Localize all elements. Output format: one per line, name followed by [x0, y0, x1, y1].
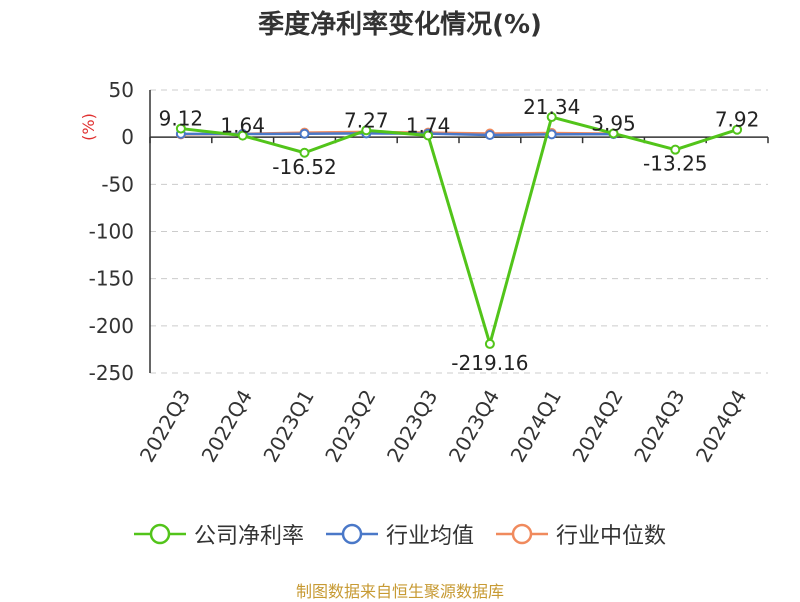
line-chart: 500-50-100-150-200-250(%)2022Q3 2022Q4 202…	[79, 78, 769, 467]
x-tick-label: 2023Q2	[320, 386, 380, 467]
data-point	[484, 129, 495, 140]
data-point	[670, 144, 681, 155]
data-point	[608, 128, 619, 139]
data-point	[546, 112, 557, 123]
data-label: 7.27	[344, 108, 389, 132]
legend-swatch	[496, 523, 548, 545]
y-tick-label: -250	[89, 361, 134, 385]
data-point	[423, 130, 434, 141]
legend-item: 公司净利率	[133, 518, 304, 550]
x-tick-label: 2023Q4	[444, 386, 504, 467]
x-tick-label: 2024Q4	[691, 386, 751, 467]
y-tick-label: 50	[109, 78, 134, 102]
y-tick-label: -150	[89, 267, 134, 291]
data-label: -219.16	[451, 351, 528, 375]
source-note: 制图数据来自恒生聚源数据库	[295, 582, 504, 601]
x-tick-label: 2022Q3	[135, 386, 195, 467]
x-tick-label: 2023Q3	[382, 385, 442, 466]
data-point	[299, 128, 310, 139]
legend-item: 行业中位数	[496, 518, 666, 550]
y-axis-label: (%)	[79, 113, 98, 141]
data-point	[361, 125, 372, 136]
data-point	[484, 338, 495, 349]
data-label: 1.64	[220, 114, 265, 138]
legend-item: 行业均值	[325, 518, 474, 550]
series-line	[180, 115, 738, 346]
legend-label: 行业均值	[385, 524, 474, 549]
data-point	[175, 123, 186, 134]
data-label: 9.12	[159, 107, 204, 131]
data-label: 3.95	[591, 111, 636, 135]
x-tick-label: 2024Q1	[506, 386, 566, 467]
data-label: 7.92	[715, 108, 760, 132]
legend-label: 行业中位数	[556, 524, 667, 549]
legend-swatch	[133, 523, 186, 545]
y-tick-label: 0	[121, 125, 134, 149]
chart-title: 季度净利率变化情况(%)	[258, 10, 542, 40]
x-tick-label: 2022Q4	[197, 386, 257, 467]
data-label: 1.74	[406, 114, 451, 138]
legend-label: 公司净利率	[193, 524, 304, 549]
data-label: -13.25	[643, 152, 707, 176]
data-point	[299, 147, 310, 158]
x-tick-label: 2023Q1	[258, 386, 318, 467]
data-label: -16.52	[272, 155, 336, 179]
y-tick-label: -200	[89, 314, 134, 338]
data-point	[732, 124, 743, 135]
y-tick-label: -50	[101, 172, 134, 196]
data-point	[237, 130, 248, 141]
y-tick-label: -100	[89, 220, 134, 244]
legend-swatch	[325, 523, 378, 545]
data-label: 21.34	[523, 95, 580, 119]
legend: 公司净利率 行业均值 行业中位数	[0, 518, 800, 550]
x-tick-label: 2024Q2	[567, 386, 627, 467]
x-tick-label: 2024Q3	[629, 386, 689, 467]
